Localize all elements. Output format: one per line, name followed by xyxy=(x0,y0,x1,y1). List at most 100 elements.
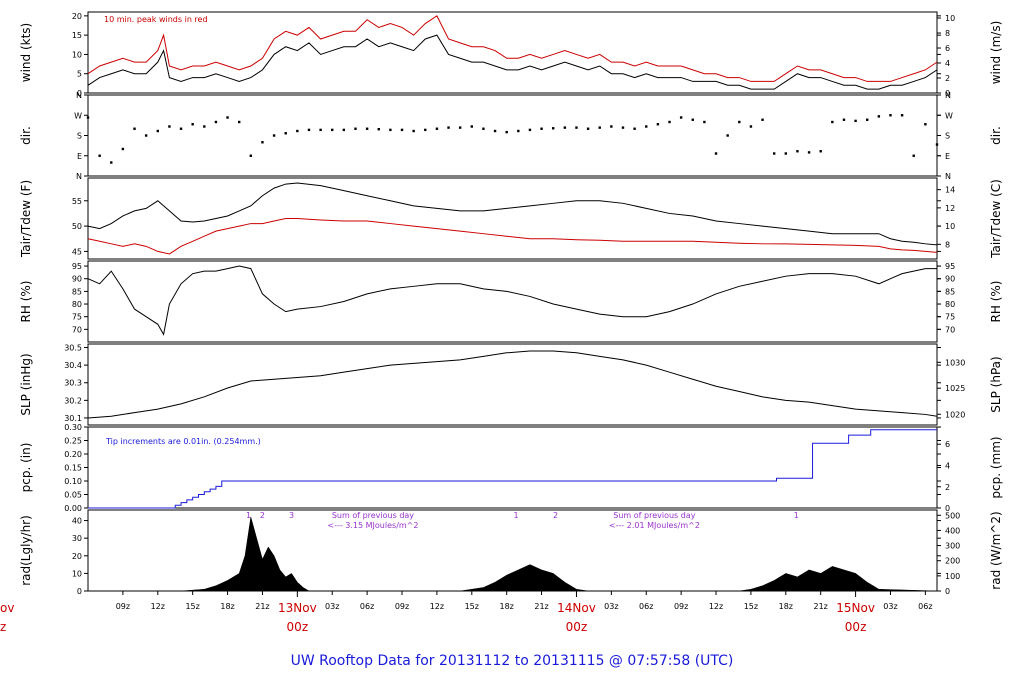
point-dir-59 xyxy=(772,152,776,155)
ytick-label-right-pcp-2: 4 xyxy=(945,461,950,470)
xtick-label-6: 06z xyxy=(360,602,374,611)
ylabel-left-temp: Tair/Tdew (F) xyxy=(19,180,33,258)
point-dir-14 xyxy=(249,154,253,157)
ytick-label-left-temp-1: 50 xyxy=(72,222,82,231)
rad-sum-title-0: Sum of previous day xyxy=(332,511,414,520)
ylabel-left-rad: rad(Lgly/hr) xyxy=(19,515,33,586)
annotation-pcp: Tip increments are 0.01in. (0.254mm.) xyxy=(105,437,261,446)
ytick-label-right-rad-3: 300 xyxy=(945,542,960,551)
point-dir-44 xyxy=(598,126,601,129)
xtick-label-11: 21z xyxy=(534,602,548,611)
point-dir-11 xyxy=(214,120,218,124)
series-rad-0 xyxy=(88,516,938,592)
ytick-label-right-temp-3: 14 xyxy=(945,186,955,195)
point-dir-50 xyxy=(668,120,671,124)
ytick-label-right-temp-0: 8 xyxy=(945,240,950,249)
ytick-label-right-rh-4: 90 xyxy=(945,275,955,284)
rad-peak-note-1: 2 xyxy=(260,511,265,520)
point-dir-35 xyxy=(493,129,497,133)
xtick-label-8: 12z xyxy=(430,602,444,611)
series-temp-tdew xyxy=(87,218,938,255)
ytick-label-left-wind-2: 10 xyxy=(72,50,82,59)
ytick-label-right-temp-1: 10 xyxy=(945,222,955,231)
ytick-label-left-rh-0: 70 xyxy=(72,325,82,334)
rad-peak-note-2: 3 xyxy=(289,511,294,520)
point-dir-45 xyxy=(610,125,613,128)
ytick-label-left-rh-2: 80 xyxy=(72,300,82,309)
point-dir-23 xyxy=(354,127,357,130)
xtick-label-13: 06z xyxy=(639,602,653,611)
ytick-label-left-wind-0: 0 xyxy=(77,89,82,98)
ytick-label-left-rad-0: 0 xyxy=(77,587,82,596)
ytick-label-left-wind-3: 15 xyxy=(72,31,82,40)
ytick-label-left-temp-2: 55 xyxy=(72,197,82,206)
ylabel-right-pcp: pcp. (mm) xyxy=(989,436,1003,498)
xtick-label-4: 21z xyxy=(255,602,269,611)
xtick-label-0: 09z xyxy=(116,602,130,611)
xtick-label-1: 12z xyxy=(151,602,165,611)
point-dir-66 xyxy=(854,119,857,123)
point-dir-33 xyxy=(470,125,473,128)
ylabel-right-temp: Tair/Tdew (C) xyxy=(989,179,1003,259)
day-z-label-0: 00z xyxy=(287,620,309,634)
ytick-label-right-rh-5: 95 xyxy=(945,262,955,271)
point-dir-69 xyxy=(889,114,892,117)
ytick-label-left-rad-2: 20 xyxy=(72,552,82,561)
ytick-label-left-pcp-3: 0.15 xyxy=(64,464,82,473)
point-dir-26 xyxy=(389,128,392,132)
point-dir-48 xyxy=(645,125,648,128)
ytick-label-left-pcp-1: 0.05 xyxy=(64,491,82,500)
point-dir-12 xyxy=(226,116,229,119)
point-dir-71 xyxy=(912,154,915,157)
point-dir-5 xyxy=(144,134,148,137)
point-dir-68 xyxy=(877,115,881,118)
day-z-label-1: 00z xyxy=(566,620,588,634)
panel-frame-dir xyxy=(87,94,938,177)
annotation-wind: 10 min. peak winds in red xyxy=(104,15,208,24)
ytick-label-left-slp-2: 30.3 xyxy=(64,379,82,388)
ytick-label-left-dir-2: S xyxy=(77,132,82,141)
ytick-label-left-temp-0: 45 xyxy=(72,247,82,256)
ytick-label-left-slp-4: 30.5 xyxy=(64,344,82,353)
point-dir-51 xyxy=(679,116,683,119)
xtick-label-18: 21z xyxy=(814,602,828,611)
point-dir-67 xyxy=(866,118,869,121)
point-dir-2 xyxy=(110,161,113,164)
ylabel-left-wind: wind (kts) xyxy=(19,23,33,82)
point-dir-25 xyxy=(377,128,380,131)
point-dir-57 xyxy=(749,125,753,128)
ytick-label-left-slp-1: 30.2 xyxy=(64,396,82,405)
xtick-label-10: 18z xyxy=(499,602,513,611)
ytick-label-left-slp-0: 30.1 xyxy=(64,414,82,423)
ytick-label-left-pcp-2: 0.10 xyxy=(64,477,82,486)
xtick-label-12: 03z xyxy=(604,602,618,611)
panel-frame-slp xyxy=(87,343,938,426)
point-dir-6 xyxy=(156,129,159,133)
point-dir-19 xyxy=(307,128,311,132)
ylabel-right-rad: rad (W/m^2) xyxy=(989,511,1003,589)
point-dir-4 xyxy=(133,127,136,130)
series-wind-1 xyxy=(87,15,938,82)
edge-label-left-bottom: z xyxy=(0,620,6,634)
ytick-label-right-rh-3: 85 xyxy=(945,287,955,296)
ytick-label-left-dir-3: W xyxy=(74,111,82,120)
point-dir-10 xyxy=(203,125,206,128)
point-dir-70 xyxy=(900,114,904,117)
series-slp-0 xyxy=(87,350,938,419)
rad-peak-note-0: 1 xyxy=(246,511,251,520)
point-dir-54 xyxy=(714,152,718,155)
ytick-label-left-rh-3: 85 xyxy=(72,287,82,296)
point-dir-37 xyxy=(517,129,520,133)
ytick-label-right-pcp-0: 0 xyxy=(945,504,950,513)
ytick-label-left-wind-4: 20 xyxy=(72,12,82,21)
point-dir-60 xyxy=(784,152,788,155)
ytick-label-right-rad-5: 500 xyxy=(945,511,960,520)
ytick-label-right-rad-4: 400 xyxy=(945,526,960,535)
point-dir-61 xyxy=(796,150,799,153)
day-z-label-2: 00z xyxy=(845,620,867,634)
point-dir-64 xyxy=(831,120,834,124)
point-dir-52 xyxy=(691,118,694,121)
point-dir-29 xyxy=(424,128,427,132)
ytick-label-right-wind-4: 8 xyxy=(945,29,950,38)
point-dir-73 xyxy=(935,143,939,146)
